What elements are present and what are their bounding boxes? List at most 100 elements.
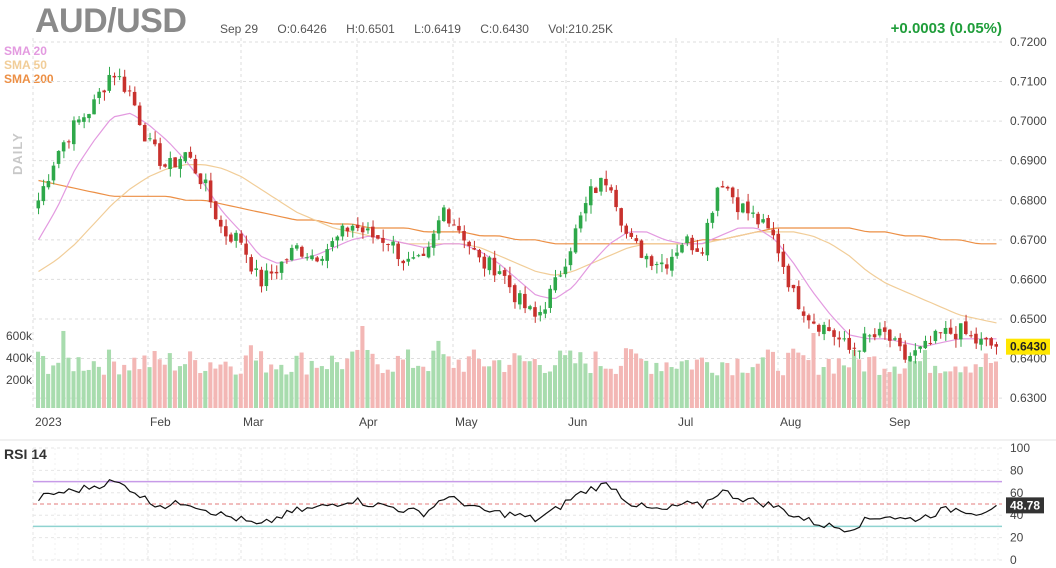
candle-body (685, 236, 689, 244)
volume-bar (395, 355, 400, 408)
candle-body (426, 246, 431, 258)
candle-body (867, 335, 872, 337)
candle-body (345, 227, 350, 232)
candle-body (502, 270, 507, 276)
candle-body (218, 219, 223, 227)
volume-bar (598, 366, 603, 408)
price-change: +0.0003 (0.05%) (890, 20, 1002, 37)
month-tick-label: Aug (780, 415, 801, 429)
candle-body (193, 158, 198, 174)
volume-bar (720, 362, 725, 408)
volume-value: Vol:210.25K (548, 22, 613, 36)
candle-body (203, 179, 208, 184)
candle-body (827, 327, 831, 331)
low-value: L:0.6419 (414, 22, 461, 36)
volume-bar (380, 372, 385, 408)
candle-body (87, 114, 91, 119)
candle-body (675, 252, 679, 256)
volume-bar (466, 356, 471, 408)
volume-bar (517, 355, 522, 408)
volume-bar (218, 364, 223, 408)
candle-body (639, 240, 644, 258)
candle-body (305, 257, 309, 259)
volume-bar (304, 374, 309, 408)
volume-bar (892, 366, 897, 408)
volume-bar (193, 360, 198, 408)
volume-bar (826, 358, 831, 408)
volume-bar (796, 352, 801, 408)
volume-bar (872, 356, 877, 408)
candle-body (664, 264, 669, 269)
candle-body (158, 143, 162, 166)
candle-body (928, 342, 933, 344)
volume-bar (446, 356, 451, 408)
rsi-value-label: 48.78 (1010, 498, 1040, 512)
candle-body (249, 257, 253, 272)
month-tick-label: Apr (359, 415, 378, 429)
volume-bar (801, 355, 806, 408)
rsi-tick-label: 0 (1010, 553, 1017, 567)
candle-body (122, 76, 127, 92)
open-value: O:0.6426 (277, 22, 327, 36)
volume-bar (613, 373, 618, 408)
volume-bar (593, 351, 598, 408)
volume-bar (806, 360, 811, 408)
candle-body (741, 203, 745, 213)
volume-bar (259, 351, 264, 408)
volume-bar (360, 326, 365, 408)
candle-body (751, 212, 755, 214)
volume-bar (963, 366, 968, 408)
volume-bar (912, 361, 917, 408)
volume-bar (644, 360, 649, 408)
candle-body (411, 257, 416, 259)
volume-bar (578, 352, 583, 408)
volume-bar (568, 350, 573, 408)
volume-bar (203, 370, 208, 408)
volume-bar (857, 359, 862, 408)
candle-body (523, 293, 527, 309)
volume-bar (96, 366, 101, 408)
price-tick-label: 0.6700 (1010, 233, 1047, 247)
candle-body (477, 249, 482, 258)
volume-bar (238, 373, 243, 408)
month-tick-label: May (455, 415, 478, 429)
volume-bar (862, 371, 867, 408)
candle-body (365, 228, 370, 231)
candle-body (137, 105, 142, 126)
volume-bar (137, 369, 142, 408)
candle-body (178, 158, 182, 169)
candle-body (77, 119, 81, 123)
volume-bar (846, 367, 852, 408)
volume-bar (416, 365, 421, 408)
volume-bar (791, 348, 796, 408)
candle-body (82, 117, 86, 122)
high-value: H:0.6501 (346, 22, 395, 36)
candle-body (457, 225, 461, 231)
candle-body (725, 186, 730, 189)
volume-bar (710, 372, 715, 408)
candle-body (599, 177, 603, 192)
candle-body (594, 187, 598, 193)
volume-bar (370, 353, 375, 408)
candle-body (472, 248, 476, 250)
volume-bar (725, 363, 730, 408)
candle-body (695, 248, 699, 252)
candle-body (553, 277, 558, 291)
volume-bar (786, 352, 791, 408)
candle-body (315, 257, 319, 262)
candle-body (294, 245, 299, 249)
volume-bar (781, 375, 786, 408)
month-tick-label: Jul (678, 415, 693, 429)
volume-bar (558, 350, 563, 408)
candle-body (614, 189, 618, 208)
volume-bar (715, 375, 720, 408)
volume-bar (902, 368, 907, 408)
candle-body (583, 203, 588, 214)
candle-body (958, 323, 963, 340)
last-price-tag (1006, 338, 1050, 355)
volume-bar (56, 362, 61, 408)
volume-bar (76, 357, 81, 408)
candle-body (391, 241, 395, 246)
volume-bar (634, 353, 639, 408)
